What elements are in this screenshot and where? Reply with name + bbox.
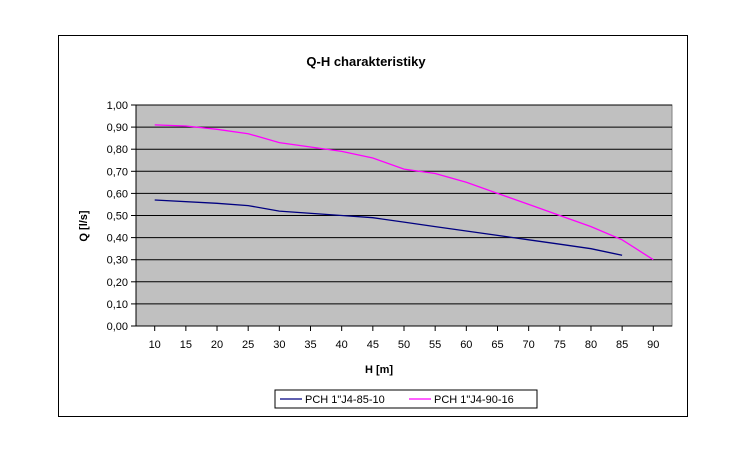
x-tick-label: 60 (460, 339, 472, 351)
x-tick-label: 25 (242, 339, 254, 351)
y-tick-label: 1,00 (107, 100, 128, 112)
x-tick-label: 10 (149, 339, 161, 351)
legend-box (274, 389, 538, 409)
y-tick-label: 0,70 (107, 166, 128, 178)
x-tick-label: 40 (336, 339, 348, 351)
series-line-1 (154, 199, 623, 256)
x-tick-label: 35 (304, 339, 316, 351)
series-lines (154, 124, 654, 261)
y-tick-label: 0,30 (107, 255, 128, 267)
y-tick-label: 0,00 (107, 321, 128, 333)
y-tick-labels: 0,00 0,10 0,20 0,30 0,40 0,50 0,60 0,70 0,80 0,90… (107, 100, 128, 333)
axes (131, 104, 672, 331)
y-tick-label: 0,50 (107, 211, 128, 223)
x-tick-label: 85 (616, 339, 628, 351)
y-tick-label: 0,10 (107, 299, 128, 311)
chart-svg: Q-H charakteristiky 0,00 0,10 0,20 0,30 0,40… (78, 54, 673, 409)
x-tick-label: 65 (491, 339, 503, 351)
x-tick-label: 15 (180, 339, 192, 351)
legend: PCH 1"J4-85-10 PCH 1"J4-90-16 (274, 389, 538, 409)
grid-lines (136, 104, 672, 305)
x-tick-label: 50 (398, 339, 410, 351)
series-line-2 (154, 124, 654, 261)
chart-title: Q-H charakteristiky (306, 54, 426, 69)
y-tick-label: 0,40 (107, 233, 128, 245)
legend-label-2: PCH 1"J4-90-16 (434, 394, 514, 406)
x-tick-label: 80 (585, 339, 597, 351)
legend-label-1: PCH 1"J4-85-10 (305, 394, 385, 406)
x-tick-label: 75 (554, 339, 566, 351)
y-tick-label: 0,90 (107, 122, 128, 134)
x-tick-label: 55 (429, 339, 441, 351)
y-tick-label: 0,80 (107, 144, 128, 156)
x-tick-label: 45 (367, 339, 379, 351)
x-tick-label: 30 (273, 339, 285, 351)
x-tick-label: 70 (523, 339, 535, 351)
y-tick-label: 0,60 (107, 188, 128, 200)
x-tick-labels: 10 15 20 25 30 35 40 45 50 55 60 65 70 75 80 85 90 (149, 339, 660, 351)
y-tick-label: 0,20 (107, 277, 128, 289)
x-tick-label: 90 (647, 339, 659, 351)
chart-frame: Q-H charakteristiky 0,00 0,10 0,20 0,30 0,40… (58, 35, 688, 417)
y-axis-label: Q [l/s] (78, 210, 90, 242)
x-tick-label: 20 (211, 339, 223, 351)
x-axis-label: H [m] (365, 364, 393, 376)
